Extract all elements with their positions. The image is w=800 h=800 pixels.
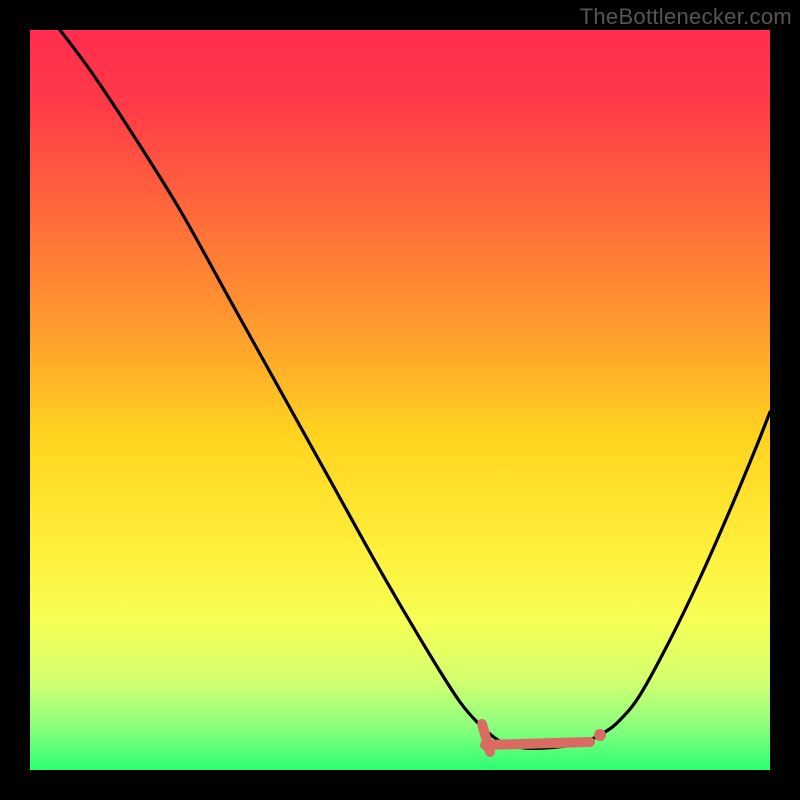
plot-area — [30, 30, 770, 770]
chart-frame: TheBottlenecker.com — [0, 0, 800, 800]
valley-floor-segment — [485, 742, 590, 745]
curve-layer — [30, 30, 770, 770]
watermark-text: TheBottlenecker.com — [580, 4, 792, 30]
valley-right-dot — [594, 729, 606, 741]
bottleneck-curve-line — [60, 30, 770, 748]
